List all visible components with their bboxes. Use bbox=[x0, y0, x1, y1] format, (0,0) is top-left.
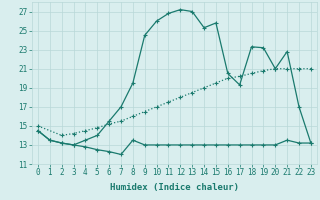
X-axis label: Humidex (Indice chaleur): Humidex (Indice chaleur) bbox=[110, 183, 239, 192]
